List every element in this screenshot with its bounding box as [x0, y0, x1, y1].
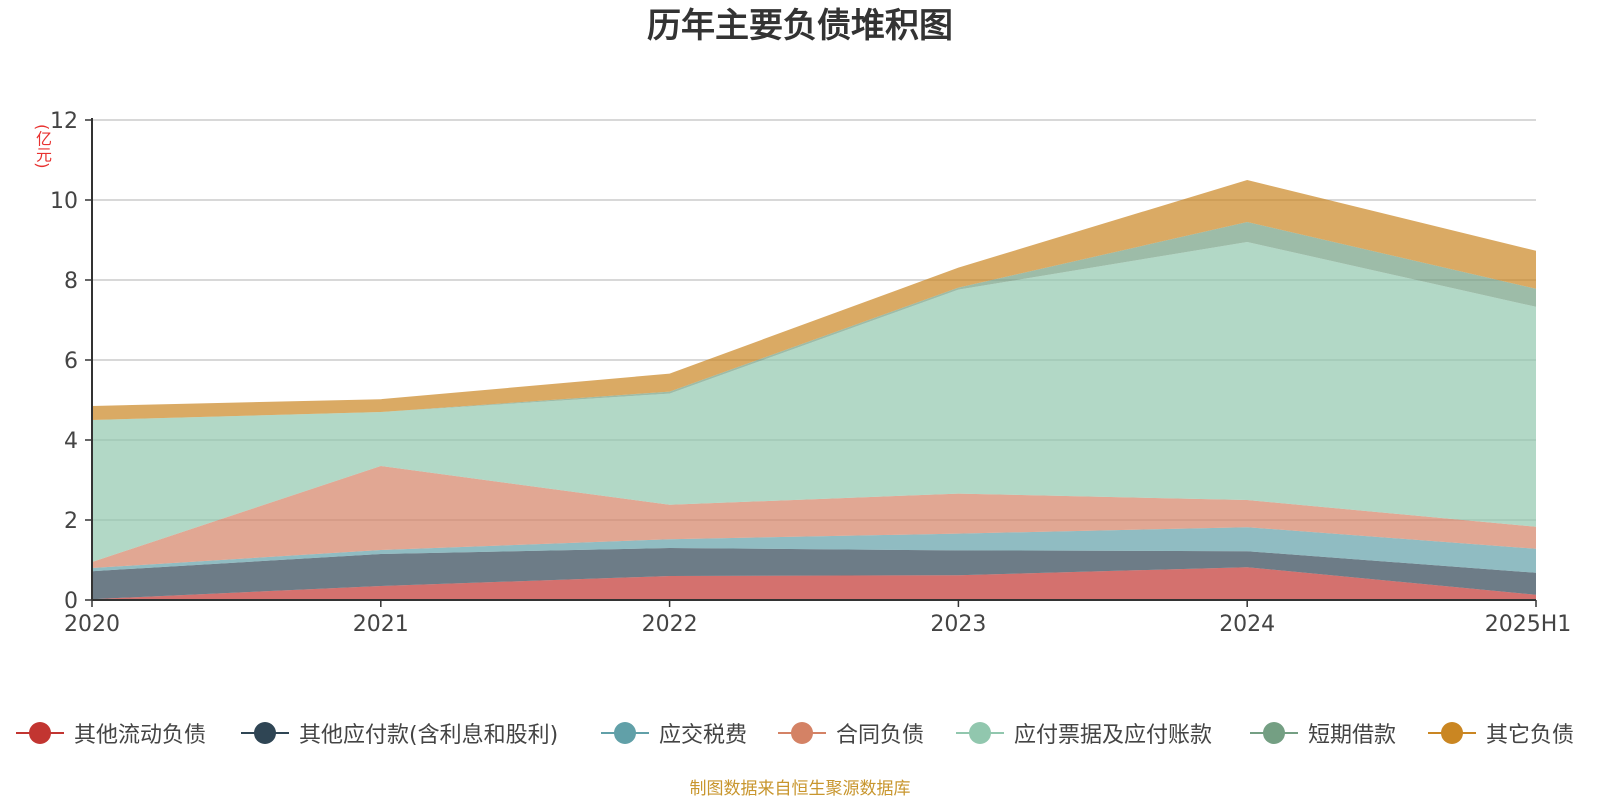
area-series [92, 180, 1536, 600]
legend-marker-dot [1263, 722, 1285, 744]
legend-label: 应交税费 [659, 723, 748, 748]
x-tick-label: 2022 [642, 612, 698, 637]
x-tick-label: 2025H1 [1485, 612, 1572, 637]
legend-marker-icon [956, 721, 1004, 745]
area-series-5 [92, 242, 1536, 562]
legend-label: 其它负债 [1486, 723, 1575, 748]
legend-marker-dot [791, 722, 813, 744]
legend-label: 合同负债 [836, 723, 925, 748]
legend-label: 其他流动负债 [74, 723, 207, 748]
legend-marker-icon [778, 721, 826, 745]
legend-label: 应付票据及应付账款 [1014, 723, 1213, 748]
legend-label: 短期借款 [1308, 723, 1397, 748]
chart-title: 历年主要负债堆积图 [647, 6, 953, 46]
legend-marker-dot [614, 722, 636, 744]
legend: 其他流动负债 其他应付款(含利息和股利) 应交税费 合同负债 应付票据及应付账款 短期借款… [0, 716, 1600, 750]
y-tick-label: 0 [64, 589, 78, 614]
legend-item[interactable]: 应付票据及应付账款 [956, 716, 1212, 750]
y-tick-label: 10 [50, 189, 78, 214]
legend-marker-dot [29, 722, 51, 744]
legend-marker-icon [16, 721, 64, 745]
legend-label: 其他应付款(含利息和股利) [299, 723, 559, 748]
legend-item[interactable]: 短期借款 [1250, 716, 1396, 750]
legend-marker-icon [1428, 721, 1476, 745]
x-tick-label: 2024 [1219, 612, 1275, 637]
axes [85, 118, 1537, 607]
legend-marker-dot [969, 722, 991, 744]
legend-marker-icon [1250, 721, 1298, 745]
legend-marker-icon [601, 721, 649, 745]
legend-item[interactable]: 合同负债 [778, 716, 924, 750]
data-source-note: 制图数据来自恒生聚源数据库 [689, 779, 911, 799]
legend-marker-icon [241, 721, 289, 745]
x-tick-label: 2023 [930, 612, 986, 637]
area-series-3 [92, 527, 1536, 573]
area-series-1 [92, 567, 1536, 600]
y-tick-label: 4 [64, 429, 78, 454]
x-tick-label: 2020 [64, 612, 120, 637]
tick-labels: 0 2 4 6 8 10 12 2020 2021 2022 2023 2024 2025H1 [50, 109, 1571, 637]
y-axis-unit-label: (亿元) [33, 123, 52, 169]
x-tick-label: 2021 [353, 612, 409, 637]
y-tick-label: 2 [64, 509, 78, 534]
y-tick-label: 6 [64, 349, 78, 374]
legend-item[interactable]: 其他应付款(含利息和股利) [241, 716, 558, 750]
area-series-4 [92, 466, 1536, 568]
legend-marker-dot [254, 722, 276, 744]
y-tick-label: 8 [64, 269, 78, 294]
legend-item[interactable]: 其他流动负债 [16, 716, 206, 750]
legend-marker-dot [1441, 722, 1463, 744]
y-tick-label: 12 [50, 109, 78, 134]
legend-item[interactable]: 其它负债 [1428, 716, 1574, 750]
legend-item[interactable]: 应交税费 [601, 716, 747, 750]
area-series-2 [92, 548, 1536, 600]
